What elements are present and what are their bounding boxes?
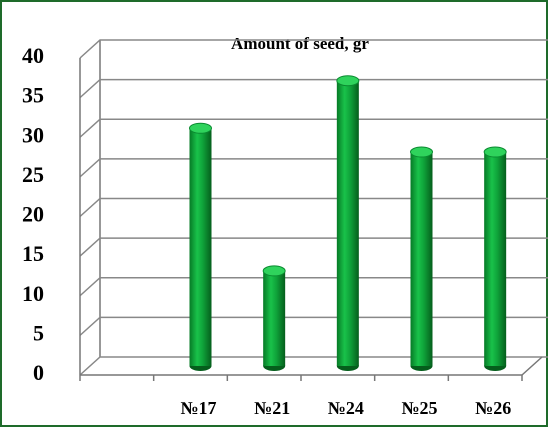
y-tick-label: 0 xyxy=(33,360,44,385)
grid-line xyxy=(79,277,548,297)
grid-line xyxy=(79,316,548,336)
bar xyxy=(410,146,433,371)
x-tick-label: №24 xyxy=(328,398,364,418)
chart-title: Amount of seed, gr xyxy=(231,34,369,53)
grid-line xyxy=(79,197,548,218)
bar xyxy=(336,75,360,371)
bar-top xyxy=(410,146,433,158)
bar-body xyxy=(410,152,433,366)
bar-top xyxy=(483,146,507,158)
x-tick-label: №25 xyxy=(401,398,437,418)
grid-line xyxy=(79,356,548,376)
x-tick-label: №21 xyxy=(254,398,290,418)
bar-body xyxy=(484,152,507,366)
y-tick-label: 40 xyxy=(22,43,44,68)
y-tick-label: 15 xyxy=(22,241,44,266)
bar-body xyxy=(336,80,359,366)
grid-line xyxy=(79,158,548,178)
bar-top xyxy=(262,265,286,277)
bar-body xyxy=(263,270,286,366)
grid-line xyxy=(79,78,548,99)
bar xyxy=(483,146,507,371)
bar xyxy=(262,265,286,371)
y-tick-label: 35 xyxy=(22,83,44,108)
y-tick-label: 30 xyxy=(22,122,44,147)
grid-line xyxy=(79,237,548,257)
bar-top xyxy=(336,75,360,87)
bar xyxy=(189,122,212,371)
y-tick-label: 20 xyxy=(22,202,44,227)
y-tick-label: 5 xyxy=(33,320,44,345)
y-tick-label: 10 xyxy=(22,281,44,306)
x-tick-label: №26 xyxy=(475,398,511,418)
bar-body xyxy=(189,128,212,366)
x-tick-label: №17 xyxy=(180,398,216,418)
grid-line xyxy=(79,118,548,138)
grid-line xyxy=(79,39,548,59)
y-tick-label: 25 xyxy=(22,162,44,187)
bar-top xyxy=(189,122,212,134)
floor-edge xyxy=(521,356,543,376)
